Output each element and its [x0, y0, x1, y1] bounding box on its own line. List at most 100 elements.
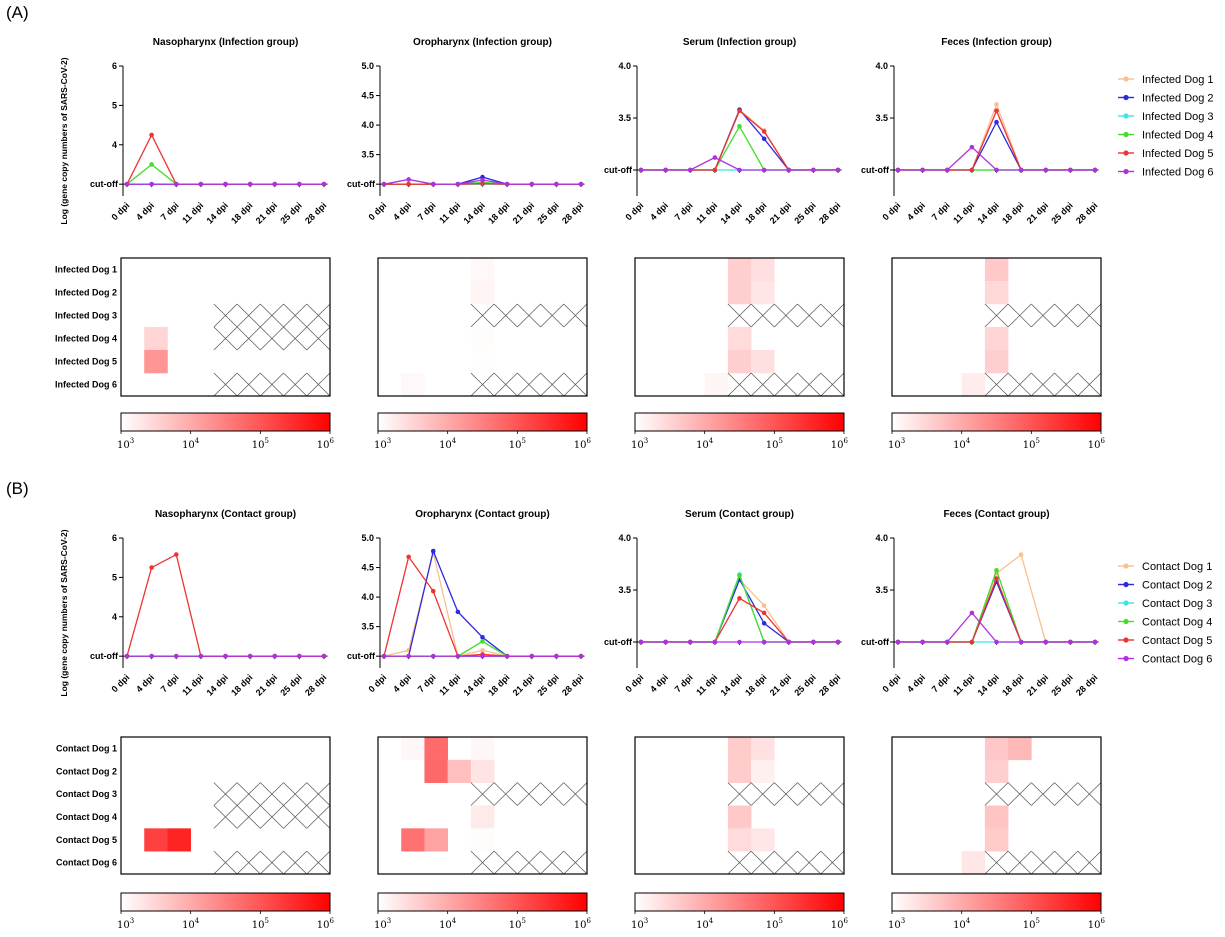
hatch-line: [820, 782, 845, 806]
colorbar-tick-base: 10: [696, 440, 709, 451]
series-6: [381, 177, 584, 187]
colorbar-tick-base: 10: [831, 920, 844, 931]
hatch-line: [306, 782, 331, 806]
heatmap-cell-missing: [797, 850, 822, 875]
heatmap-cell-missing: [236, 805, 261, 829]
heatmap-row-label: Infected Dog 2: [55, 288, 117, 298]
heatmap-row-label: Infected Dog 5: [55, 357, 117, 367]
colorbar: 103 104 105 106: [631, 412, 849, 451]
colorbar-tick-label: 105: [766, 437, 783, 451]
hatch-line: [260, 303, 284, 328]
heatmap-row-label: Infected Dog 1: [55, 265, 117, 275]
data-point: [578, 653, 584, 659]
y-axis-label: Log (gene copy numbers of SARS-CoV-2): [59, 529, 69, 696]
heatmap: 103 104 105 106: [888, 257, 1106, 451]
colorbar-tick-label: 105: [509, 917, 526, 931]
heatmap-cell-missing: [470, 850, 495, 875]
data-point: [994, 167, 999, 173]
colorbar-tick-exponent: 4: [195, 437, 200, 445]
heatmap-row-label: Contact Dog 6: [56, 858, 117, 868]
heatmap-cell-missing: [727, 372, 752, 397]
x-tick-label: 25 dpi: [792, 672, 817, 697]
data-point: [969, 639, 975, 645]
data-point: [786, 639, 792, 645]
data-point: [737, 596, 742, 601]
colorbar-tick-base: 10: [252, 440, 265, 451]
x-tick-label: 18 dpi: [229, 200, 254, 225]
hatch-line: [306, 372, 331, 397]
heatmap-frame: [634, 257, 845, 397]
heatmap-cell: [727, 805, 752, 829]
legend-label: Infected Dog 3: [1142, 111, 1214, 123]
heatmap-cell-missing: [750, 782, 775, 806]
data-point: [321, 653, 327, 659]
data-point: [994, 639, 999, 645]
heatmap-cell-missing: [236, 782, 261, 806]
line-chart: Oropharynx (Infection group) 3.5 4.0 4.5 5.0…: [347, 37, 585, 226]
hatch-line: [984, 372, 1009, 397]
y-tick-label: 4: [112, 140, 117, 150]
data-point: [994, 102, 999, 107]
legend-item: Contact Dog 2: [1118, 580, 1212, 592]
heatmap-cell-missing: [213, 850, 238, 875]
data-point: [811, 639, 816, 645]
data-point: [761, 620, 767, 626]
x-tick-label: 18 dpi: [743, 672, 768, 697]
colorbar-tick-label: 103: [374, 437, 391, 451]
heatmap-frame: [634, 736, 845, 875]
chart-title: Oropharynx (Infection group): [413, 37, 552, 48]
hatch-line: [1077, 303, 1102, 328]
heatmap-cell-missing: [213, 372, 238, 397]
data-point: [149, 162, 154, 167]
data-point: [480, 181, 485, 186]
heatmap-cell-missing: [306, 372, 331, 397]
hatch-line: [260, 326, 284, 351]
x-tick-label: 7 dpi: [159, 200, 181, 222]
series-line: [641, 573, 838, 643]
data-point: [994, 576, 999, 581]
heatmap-cell-missing: [727, 303, 752, 328]
y-tick-label: 5: [112, 572, 117, 582]
chart-title: Nasopharynx (Infection group): [153, 37, 299, 48]
y-axis-label: Log (gene copy numbers of SARS-CoV-2): [59, 57, 69, 224]
colorbar-tick-base: 10: [117, 440, 130, 451]
x-tick-label: 14 dpi: [975, 200, 1000, 225]
legend-swatch-marker: [1123, 94, 1129, 101]
colorbar-tick-exponent: 3: [644, 917, 648, 925]
legend-label: Contact Dog 4: [1142, 617, 1212, 629]
colorbar-tick-base: 10: [317, 920, 330, 931]
chart-title: Feces (Infection group): [941, 37, 1052, 48]
hatch-line: [820, 303, 845, 328]
heatmap-cell-missing: [540, 850, 565, 875]
series-line: [641, 124, 838, 171]
data-point: [1068, 167, 1073, 173]
colorbar-tick-label: 106: [574, 437, 592, 451]
heatmap-cell: [470, 737, 495, 761]
x-tick-label: 21 dpi: [511, 200, 536, 225]
colorbar-tick-exponent: 3: [387, 917, 391, 925]
hatch-line: [563, 850, 588, 875]
heatmap-cell: [984, 737, 1009, 761]
heatmap-cell-missing: [517, 303, 541, 328]
colorbar-tick-label: 106: [1088, 437, 1106, 451]
heatmap-cell: [984, 805, 1009, 829]
heatmap-cell-missing: [1054, 372, 1079, 397]
x-tick-label: 4 dpi: [391, 672, 413, 694]
series-1: [638, 577, 841, 645]
heatmap-cell-missing: [306, 326, 331, 351]
data-point: [578, 181, 584, 187]
hatch-line: [540, 850, 565, 875]
colorbar-tick-label: 103: [117, 917, 134, 931]
data-point: [687, 167, 693, 173]
heatmap-row-label: Infected Dog 3: [55, 311, 117, 321]
colorbar-gradient: [634, 892, 845, 912]
data-point: [1043, 639, 1049, 645]
series-6: [638, 639, 841, 645]
data-point: [969, 167, 975, 173]
heatmap-cell-missing: [984, 303, 1009, 328]
data-point: [480, 647, 485, 653]
chart-title: Nasopharynx (Contact group): [155, 509, 296, 520]
x-tick-label: 28 dpi: [303, 200, 328, 225]
x-tick-label: 18 dpi: [1000, 200, 1025, 225]
